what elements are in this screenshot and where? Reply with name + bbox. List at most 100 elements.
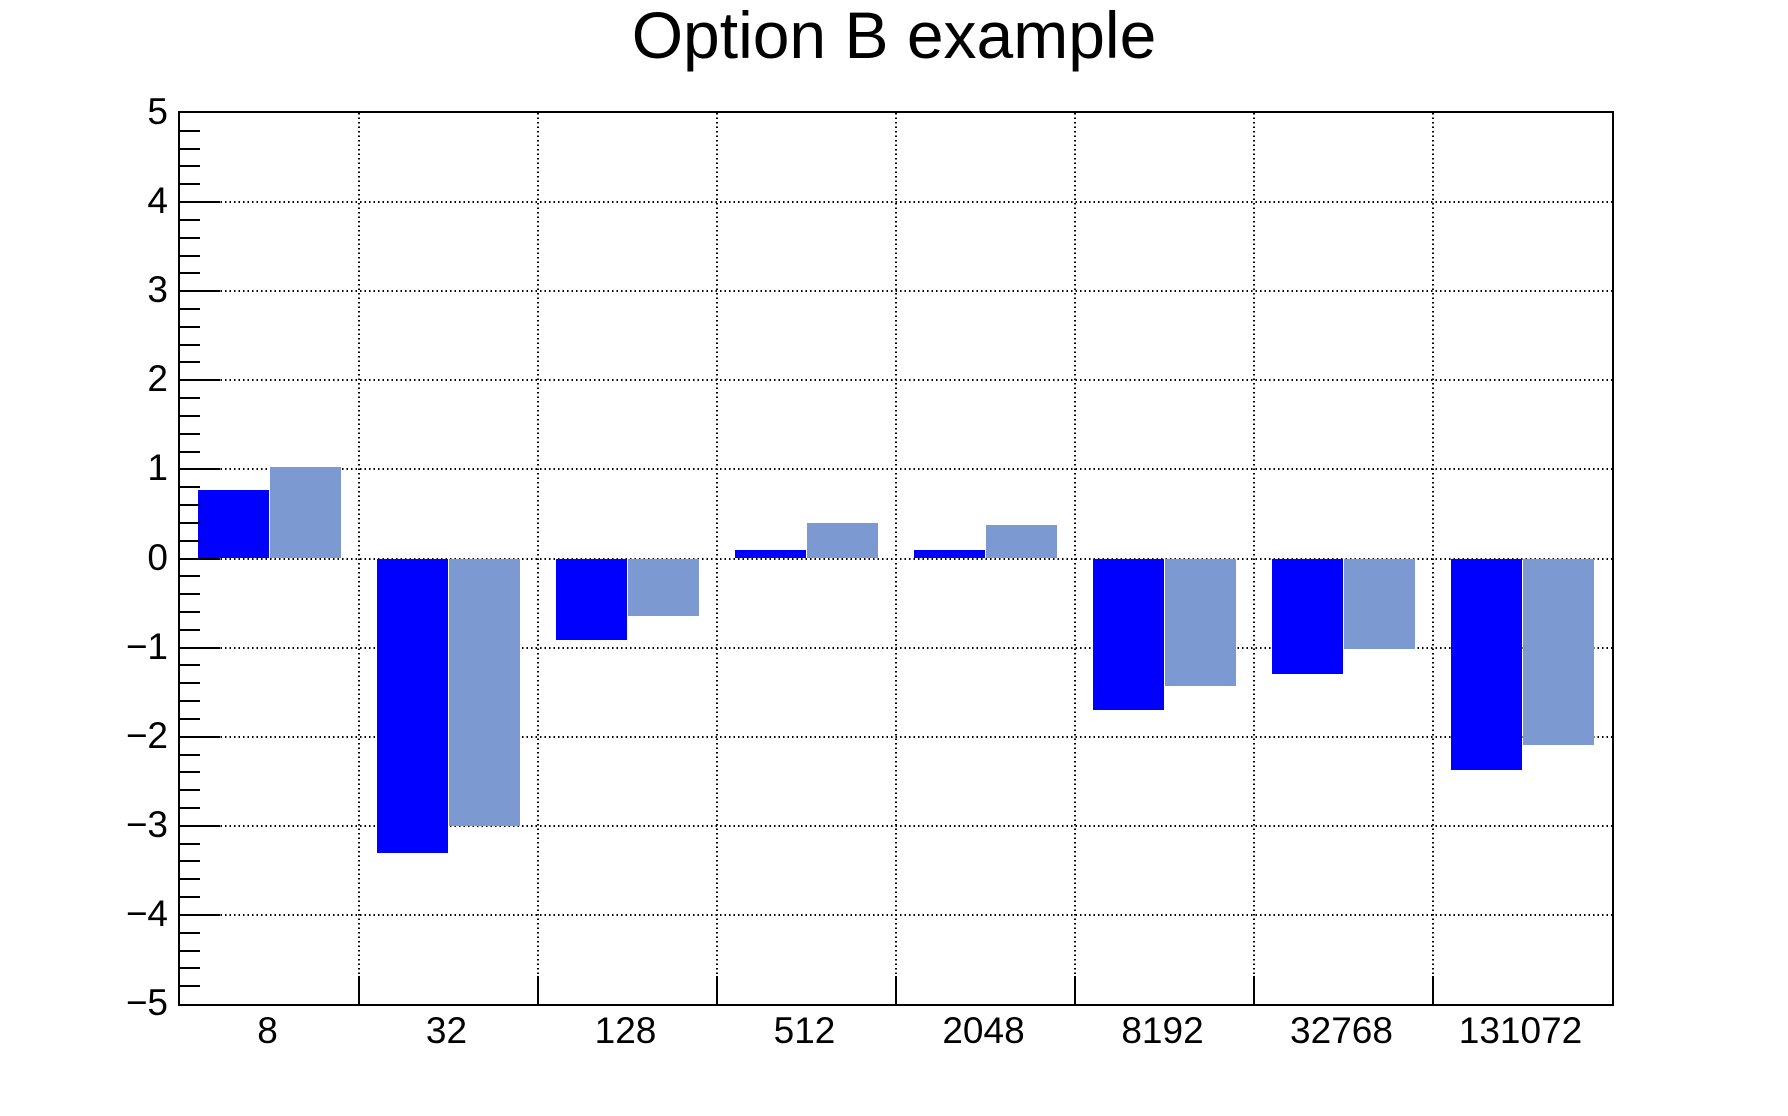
v-gridline	[1432, 113, 1434, 1004]
bar-series1-131072	[1450, 558, 1523, 770]
y-minor-tick	[180, 717, 200, 720]
x-tick-label: 32	[425, 1010, 468, 1051]
y-major-tick	[180, 201, 220, 204]
v-gridline	[895, 113, 897, 1004]
y-minor-tick	[180, 539, 200, 542]
x-boundary-tick	[1074, 976, 1076, 1004]
y-minor-tick	[180, 967, 200, 970]
v-gridline	[537, 113, 539, 1004]
x-boundary-tick	[1253, 976, 1255, 1004]
y-major-tick	[180, 824, 220, 827]
y-minor-tick	[180, 682, 200, 685]
y-tick-label: 1	[147, 447, 168, 489]
bar-series2-512	[806, 522, 879, 559]
v-gridline	[1074, 113, 1076, 1004]
x-tick-label: 8	[257, 1010, 278, 1051]
y-minor-tick	[180, 432, 200, 435]
y-minor-tick	[180, 931, 200, 934]
y-minor-tick	[180, 325, 200, 328]
y-tick-label: 3	[147, 269, 168, 311]
plot-frame	[178, 111, 1614, 1006]
bar-series2-32	[448, 558, 521, 826]
x-tick-label: 2048	[942, 1010, 1025, 1051]
y-minor-tick	[180, 147, 200, 150]
y-tick-label: −2	[125, 714, 168, 756]
y-minor-tick	[180, 414, 200, 417]
chart-title: Option B example	[631, 0, 1157, 72]
y-minor-tick	[180, 896, 200, 899]
y-tick-label: 0	[147, 536, 168, 578]
y-minor-tick	[180, 361, 200, 364]
x-tick-label: 512	[773, 1010, 836, 1051]
bar-series1-128	[555, 558, 628, 640]
y-minor-tick	[180, 771, 200, 774]
bar-series1-512	[734, 549, 807, 559]
y-minor-tick	[180, 985, 200, 988]
y-minor-tick	[180, 165, 200, 168]
v-gridline	[1253, 113, 1255, 1004]
y-minor-tick	[180, 789, 200, 792]
y-tick-label: −3	[125, 803, 168, 845]
x-tick-label: 32768	[1290, 1010, 1393, 1051]
y-tick-label: −5	[125, 982, 168, 1023]
bar-series1-8192	[1092, 558, 1165, 710]
bar-series1-32768	[1271, 558, 1344, 675]
y-minor-tick	[180, 806, 200, 809]
v-gridline	[716, 113, 718, 1004]
bar-series2-8192	[1164, 558, 1237, 686]
bar-series2-8	[269, 466, 342, 559]
y-minor-tick	[180, 254, 200, 257]
bar-series2-128	[627, 558, 700, 617]
y-minor-tick	[180, 860, 200, 863]
y-tick-label: 4	[147, 180, 168, 222]
v-gridline	[358, 113, 360, 1004]
y-minor-tick	[180, 575, 200, 578]
y-minor-tick	[180, 878, 200, 881]
y-major-tick	[180, 557, 220, 560]
y-major-tick	[180, 646, 220, 649]
y-minor-tick	[180, 593, 200, 596]
x-boundary-tick	[1432, 976, 1434, 1004]
y-major-tick	[180, 913, 220, 916]
y-minor-tick	[180, 842, 200, 845]
y-minor-tick	[180, 521, 200, 524]
bar-series1-8	[197, 489, 270, 559]
x-tick-label: 128	[594, 1010, 657, 1051]
y-minor-tick	[180, 700, 200, 703]
y-minor-tick	[180, 236, 200, 239]
x-boundary-tick	[895, 976, 897, 1004]
y-minor-tick	[180, 628, 200, 631]
x-tick-label: 131072	[1458, 1010, 1583, 1051]
y-minor-tick	[180, 949, 200, 952]
y-minor-tick	[180, 397, 200, 400]
y-tick-label: −1	[125, 625, 168, 667]
y-minor-tick	[180, 504, 200, 507]
bar-series1-32	[376, 558, 449, 854]
y-minor-tick	[180, 486, 200, 489]
y-major-tick	[180, 379, 220, 382]
y-minor-tick	[180, 218, 200, 221]
x-boundary-tick	[716, 976, 718, 1004]
x-boundary-tick	[537, 976, 539, 1004]
bar-series2-2048	[985, 524, 1058, 559]
y-minor-tick	[180, 610, 200, 613]
y-tick-label: 2	[147, 358, 168, 400]
y-major-tick	[180, 735, 220, 738]
y-minor-tick	[180, 272, 200, 275]
y-minor-tick	[180, 183, 200, 186]
y-tick-label: −4	[125, 892, 168, 934]
y-major-tick	[180, 468, 220, 471]
y-minor-tick	[180, 308, 200, 311]
bar-series2-131072	[1522, 558, 1595, 745]
y-minor-tick	[180, 129, 200, 132]
y-minor-tick	[180, 753, 200, 756]
y-minor-tick	[180, 450, 200, 453]
x-boundary-tick	[358, 976, 360, 1004]
y-minor-tick	[180, 664, 200, 667]
x-tick-label: 8192	[1121, 1010, 1204, 1051]
y-minor-tick	[180, 343, 200, 346]
y-major-tick	[180, 290, 220, 293]
bar-series1-2048	[913, 549, 986, 559]
y-tick-label: 5	[147, 91, 168, 132]
